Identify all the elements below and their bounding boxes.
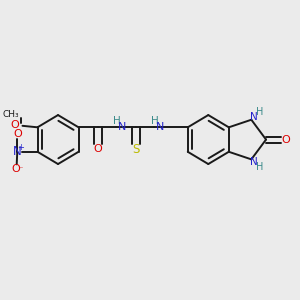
Text: O: O — [13, 130, 22, 140]
Text: CH₃: CH₃ — [2, 110, 19, 119]
Text: S: S — [132, 143, 140, 156]
Text: H: H — [256, 162, 263, 172]
Text: H: H — [151, 116, 158, 126]
Text: ⁻: ⁻ — [19, 165, 23, 174]
Text: +: + — [17, 143, 24, 152]
Text: O: O — [281, 134, 290, 145]
Text: N: N — [13, 145, 22, 158]
Text: N: N — [118, 122, 127, 132]
Text: O: O — [12, 164, 20, 174]
Text: H: H — [113, 116, 121, 126]
Text: N: N — [250, 112, 258, 122]
Text: O: O — [93, 144, 102, 154]
Text: N: N — [250, 157, 258, 167]
Text: H: H — [256, 107, 263, 117]
Text: O: O — [10, 120, 19, 130]
Text: N: N — [156, 122, 164, 132]
